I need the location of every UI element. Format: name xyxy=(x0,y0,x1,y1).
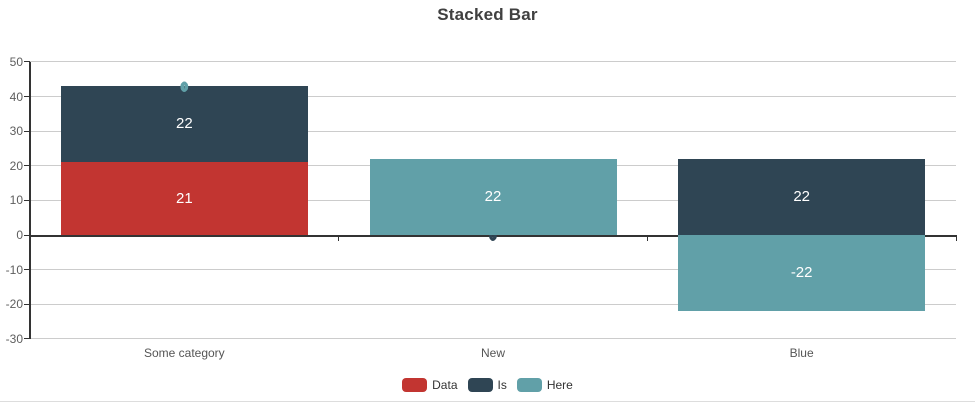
bar-value-label: 22 xyxy=(175,115,193,133)
bar-value-label-zero: 0 xyxy=(180,80,188,95)
y-axis-tick xyxy=(24,61,30,63)
gridline xyxy=(30,61,956,63)
bar-segment-is-2[interactable] xyxy=(678,158,926,235)
y-axis-tick xyxy=(24,96,30,97)
legend-swatch xyxy=(402,378,428,392)
y-axis-tick xyxy=(24,199,30,201)
legend: Data Is Here xyxy=(0,376,975,394)
legend-label: Data xyxy=(432,378,458,392)
bar-segment-data-0[interactable] xyxy=(60,162,308,235)
gridline xyxy=(30,96,956,97)
y-axis-label: 10 xyxy=(9,193,23,208)
y-axis-label: -10 xyxy=(5,262,23,277)
bar-value-label-zero: 0 xyxy=(489,229,497,244)
y-axis-label: -30 xyxy=(5,331,23,346)
y-axis-tick xyxy=(24,165,30,167)
gridline xyxy=(30,338,956,340)
bar-segment-here-1[interactable] xyxy=(369,158,617,235)
x-axis-tick xyxy=(646,235,648,241)
y-axis-label: 0 xyxy=(16,228,23,242)
y-axis-label: 20 xyxy=(9,158,23,173)
x-axis-tick xyxy=(29,235,31,241)
bar-value-label: -22 xyxy=(790,264,813,282)
chart-title: Stacked Bar xyxy=(437,5,538,24)
x-axis-label: Blue xyxy=(789,346,814,360)
y-axis-tick xyxy=(24,130,30,132)
y-axis-line xyxy=(29,61,31,339)
legend-swatch xyxy=(516,378,542,392)
y-axis-label: 50 xyxy=(9,54,23,69)
y-axis-label: -20 xyxy=(5,297,23,312)
bar-segment-here-2[interactable] xyxy=(678,235,926,312)
x-axis-tick xyxy=(955,235,957,241)
x-axis-zero-line xyxy=(30,235,956,237)
bar-value-label: 22 xyxy=(793,187,810,205)
y-axis-label: 30 xyxy=(9,124,23,139)
gridline xyxy=(30,303,956,305)
bar-segment-is-0[interactable] xyxy=(60,86,308,163)
legend-swatch xyxy=(467,378,493,392)
x-axis-label: Some category xyxy=(143,346,225,360)
legend-label: Here xyxy=(546,378,573,392)
bar-value-label: 22 xyxy=(484,187,502,205)
y-axis-tick xyxy=(24,269,30,271)
gridline xyxy=(30,130,956,132)
bar-value-label: 21 xyxy=(175,189,193,207)
gridline xyxy=(30,269,956,271)
y-axis-tick xyxy=(24,234,30,236)
legend-item-data[interactable]: Data xyxy=(402,378,458,392)
legend-item-here[interactable]: Here xyxy=(516,378,573,392)
x-axis-tick xyxy=(338,235,340,241)
y-axis-tick xyxy=(24,303,30,305)
y-axis-label: 40 xyxy=(9,89,23,104)
y-axis-tick xyxy=(24,338,30,340)
legend-item-is[interactable]: Is xyxy=(467,378,507,392)
legend-label: Is xyxy=(497,378,507,392)
x-axis-label: New xyxy=(480,346,505,360)
